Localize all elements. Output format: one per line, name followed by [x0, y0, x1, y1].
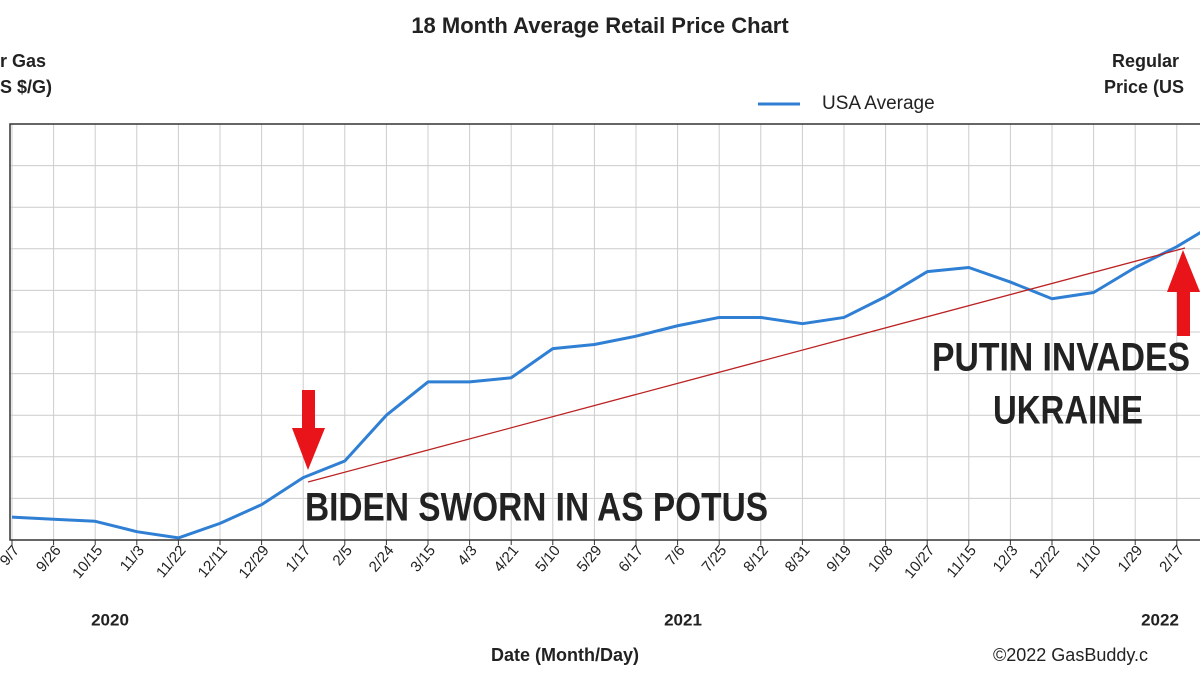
annotation: UKRAINE	[993, 389, 1143, 433]
y-axis-label: Regular	[1112, 51, 1179, 71]
arrow	[1167, 250, 1200, 292]
y-axis-label: r Gas	[0, 51, 46, 71]
plot-border	[9, 123, 1200, 541]
arrow	[302, 390, 315, 430]
chart-title: 18 Month Average Retail Price Chart	[411, 13, 789, 38]
line-series	[11, 231, 1200, 540]
x-axis-label: Date (Month/Day)	[491, 645, 639, 665]
credit: ©2022 GasBuddy.c	[993, 645, 1148, 665]
year-label: 2022	[1141, 610, 1179, 629]
year-label: 2020	[91, 610, 129, 629]
trend-line	[307, 247, 1186, 483]
annotation: PUTIN INVADES	[932, 336, 1190, 380]
annotation: BIDEN SWORN IN AS POTUS	[305, 486, 768, 530]
arrow	[292, 428, 325, 470]
y-axis-label: Price (US	[1104, 77, 1184, 97]
y-axis-label: S $/G)	[0, 77, 52, 97]
year-label: 2021	[664, 610, 702, 629]
arrow	[1177, 290, 1190, 336]
legend-label: USA Average	[822, 93, 935, 114]
